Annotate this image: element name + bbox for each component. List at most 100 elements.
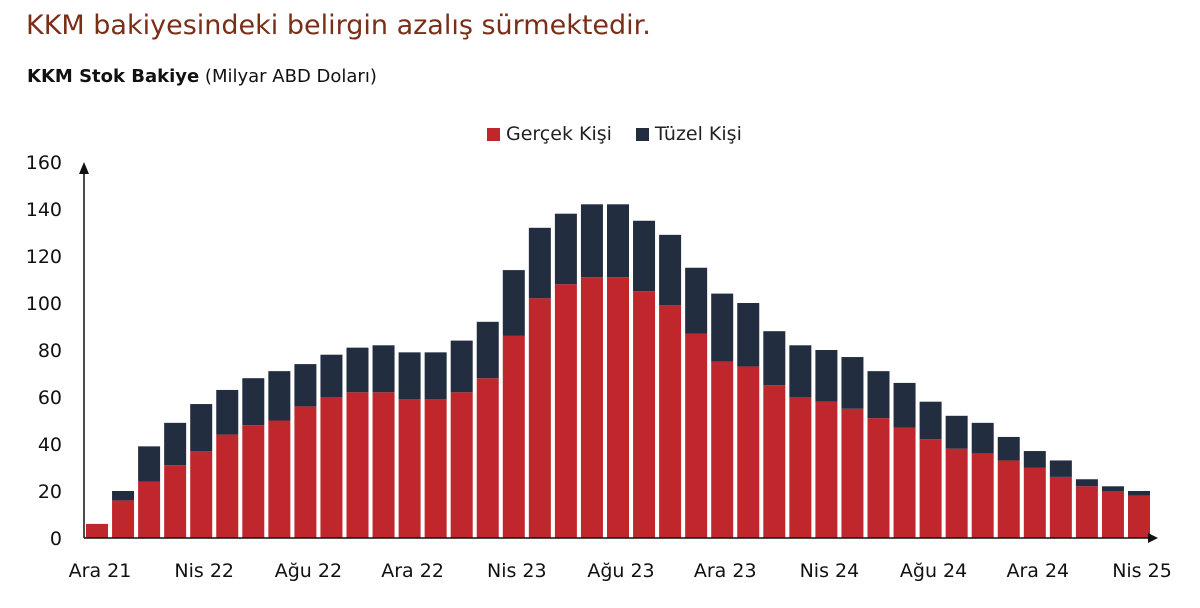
bar-tuzel-kisi	[398, 352, 421, 400]
legend-swatch-tuzel	[635, 127, 649, 141]
bar-gercek-kisi	[1101, 491, 1124, 538]
x-tick-label: Ara 24	[1006, 560, 1069, 582]
bar-tuzel-kisi	[737, 303, 760, 367]
y-tick-label: 20	[38, 481, 62, 503]
x-tick-label: Nis 24	[800, 560, 860, 582]
x-tick-label: Ağu 22	[275, 560, 342, 582]
bar-tuzel-kisi	[112, 491, 135, 501]
bar-gercek-kisi	[997, 460, 1020, 538]
y-tick-label: 60	[38, 387, 62, 409]
bar-tuzel-kisi	[893, 382, 916, 428]
bar-gercek-kisi	[763, 385, 786, 538]
chart-subtitle: KKM Stok Bakiye (Milyar ABD Doları)	[27, 66, 377, 87]
bar-tuzel-kisi	[633, 220, 656, 292]
y-tick-label: 160	[26, 152, 62, 174]
bar-tuzel-kisi	[1023, 451, 1046, 468]
bar-gercek-kisi	[320, 397, 343, 538]
bar-tuzel-kisi	[815, 350, 838, 402]
bar-tuzel-kisi	[919, 401, 942, 440]
bar-gercek-kisi	[633, 291, 656, 538]
bar-tuzel-kisi	[450, 340, 473, 393]
bar-gercek-kisi	[1075, 486, 1098, 538]
bar-gercek-kisi	[659, 305, 682, 538]
x-tick-label: Ara 21	[69, 560, 132, 582]
legend-label-gercek: Gerçek Kişi	[506, 123, 612, 145]
bar-gercek-kisi	[815, 401, 838, 538]
bar-gercek-kisi	[450, 392, 473, 538]
bar-gercek-kisi	[86, 523, 108, 538]
y-tick-label: 80	[38, 340, 62, 362]
bar-tuzel-kisi	[528, 227, 551, 299]
x-tick-label: Ara 22	[381, 560, 444, 582]
bar-tuzel-kisi	[867, 371, 890, 419]
x-axis-arrow	[1148, 533, 1158, 543]
bar-tuzel-kisi	[554, 213, 577, 285]
x-tick-label: Ara 23	[694, 560, 757, 582]
bar-gercek-kisi	[216, 434, 239, 538]
bar-tuzel-kisi	[1049, 460, 1072, 477]
chart-title: KKM bakiyesindeki belirgin azalış sürmek…	[26, 10, 651, 41]
bar-tuzel-kisi	[1101, 486, 1124, 491]
legend-label-tuzel: Tüzel Kişi	[654, 123, 742, 145]
bar-tuzel-kisi	[607, 204, 629, 278]
bar-tuzel-kisi	[424, 352, 447, 400]
bar-tuzel-kisi	[268, 371, 291, 421]
bar-gercek-kisi	[424, 399, 447, 538]
x-tick-label: Ağu 23	[587, 560, 654, 582]
legend-swatch-gercek	[487, 127, 500, 141]
bar-gercek-kisi	[711, 361, 734, 538]
bar-tuzel-kisi	[685, 267, 708, 334]
bar-gercek-kisi	[1128, 495, 1150, 538]
bar-gercek-kisi	[554, 284, 577, 538]
bar-tuzel-kisi	[1075, 479, 1098, 487]
bar-tuzel-kisi	[164, 422, 187, 466]
legend-item-gercek: Gerçek Kişi	[487, 123, 612, 145]
y-tick-label: 140	[26, 199, 62, 221]
x-tick-label: Nis 23	[487, 560, 547, 582]
legend: Gerçek Kişi Tüzel Kişi	[487, 123, 742, 145]
bar-gercek-kisi	[346, 392, 369, 538]
bar-gercek-kisi	[893, 427, 916, 538]
bar-tuzel-kisi	[789, 345, 812, 397]
bar-gercek-kisi	[242, 425, 265, 538]
bar-gercek-kisi	[190, 451, 213, 538]
bar-gercek-kisi	[294, 406, 317, 538]
y-tick-label: 0	[50, 528, 62, 550]
bar-gercek-kisi	[138, 481, 161, 538]
bar-tuzel-kisi	[580, 204, 603, 278]
bar-tuzel-kisi	[711, 293, 734, 362]
bar-gercek-kisi	[268, 420, 291, 538]
bar-gercek-kisi	[607, 277, 629, 538]
bar-gercek-kisi	[580, 277, 603, 538]
bar-gercek-kisi	[502, 335, 525, 538]
bar-tuzel-kisi	[945, 415, 968, 449]
bar-tuzel-kisi	[138, 446, 161, 482]
bar-tuzel-kisi	[997, 436, 1020, 461]
bar-tuzel-kisi	[841, 357, 864, 409]
bar-gercek-kisi	[841, 408, 864, 538]
subtitle-bold: KKM Stok Bakiye	[27, 66, 200, 87]
bar-tuzel-kisi	[190, 404, 213, 452]
bar-tuzel-kisi	[659, 234, 682, 306]
subtitle-unit: (Milyar ABD Doları)	[199, 66, 377, 87]
bar-tuzel-kisi	[476, 321, 499, 379]
bar-gercek-kisi	[372, 392, 395, 538]
bar-gercek-kisi	[112, 500, 135, 538]
bar-tuzel-kisi	[242, 378, 265, 426]
legend-item-tuzel: Tüzel Kişi	[635, 123, 742, 145]
bar-gercek-kisi	[867, 418, 890, 538]
y-tick-label: 120	[26, 246, 62, 268]
bar-gercek-kisi	[398, 399, 421, 538]
bar-gercek-kisi	[971, 453, 994, 538]
bar-gercek-kisi	[1023, 467, 1046, 538]
bar-tuzel-kisi	[320, 354, 343, 397]
x-tick-label: Nis 25	[1112, 560, 1172, 582]
bar-tuzel-kisi	[294, 364, 317, 407]
bar-tuzel-kisi	[763, 331, 786, 386]
bar-tuzel-kisi	[216, 389, 239, 435]
x-tick-label: Ağu 24	[900, 560, 967, 582]
y-tick-label: 100	[26, 293, 62, 315]
x-tick-label: Nis 22	[174, 560, 234, 582]
bar-gercek-kisi	[737, 366, 760, 538]
